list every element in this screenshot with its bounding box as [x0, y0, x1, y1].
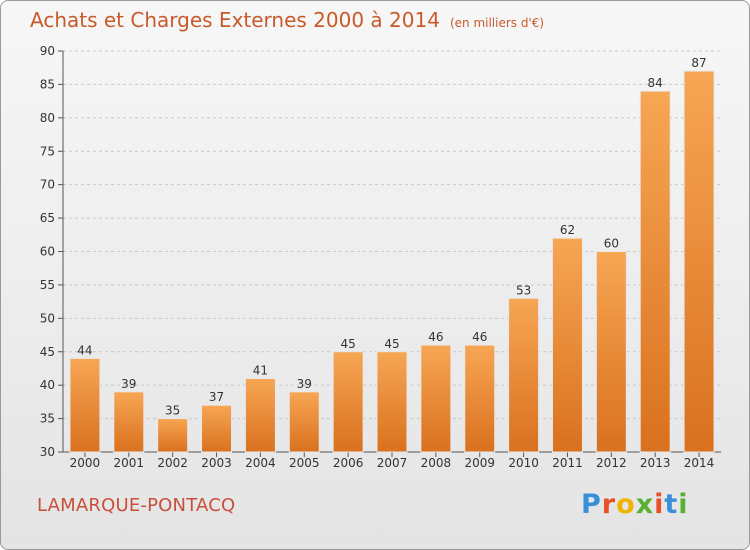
data-label-2009: 46: [472, 330, 487, 344]
logo-letter: t: [664, 489, 679, 520]
data-label-2003: 37: [209, 390, 224, 404]
y-tick-label: 75: [40, 144, 55, 158]
y-tick-label: 30: [40, 445, 55, 459]
bar-2010: [508, 297, 540, 453]
data-label-2005: 39: [297, 377, 312, 391]
y-tick-label: 65: [40, 211, 55, 225]
x-tick-label-2000: 2000: [70, 456, 101, 470]
bar-2004: [244, 377, 276, 453]
x-tick-label-2004: 2004: [245, 456, 276, 470]
x-tick-label-2003: 2003: [201, 456, 232, 470]
y-tick-label: 40: [40, 378, 55, 392]
chart-unit: (en milliers d'€): [449, 16, 545, 30]
x-tick-label-2010: 2010: [508, 456, 539, 470]
data-label-2002: 35: [165, 404, 180, 418]
bar-2011: [551, 237, 583, 453]
x-tick-label-2005: 2005: [289, 456, 320, 470]
bar-2000: [69, 357, 101, 453]
x-tick-label-2008: 2008: [421, 456, 452, 470]
bar-2006: [332, 351, 364, 453]
data-label-2000: 44: [77, 343, 92, 357]
bar-2014: [683, 70, 715, 453]
logo-letter: r: [601, 489, 617, 520]
x-tick-label-2001: 2001: [114, 456, 145, 470]
logo-letter: x: [635, 489, 655, 520]
bar-2009: [464, 344, 496, 453]
chart-title-text: Achats et Charges Externes 2000 à 2014: [30, 8, 440, 32]
y-tick-label: 85: [40, 77, 55, 91]
y-tick-label: 90: [40, 44, 55, 58]
bar-2002: [157, 418, 189, 453]
y-tick-label: 35: [40, 412, 55, 426]
data-label-2001: 39: [121, 377, 136, 391]
chart-title: Achats et Charges Externes 2000 à 2014 (e…: [30, 8, 544, 32]
y-tick-label: 80: [40, 111, 55, 125]
bars: 44 39 35 37 41 39 45 45 46 46 53 62 60 84 87: [69, 56, 715, 453]
bar-2013: [639, 90, 671, 453]
y-tick-label: 55: [40, 278, 55, 292]
data-label-2006: 45: [340, 337, 355, 351]
x-tick-label-2013: 2013: [640, 456, 671, 470]
logo-letter: i: [678, 489, 689, 520]
bar-2012: [595, 251, 627, 453]
logo-letter: o: [616, 489, 636, 520]
data-label-2010: 53: [516, 283, 531, 297]
bar-2003: [201, 404, 233, 453]
logo-letter: P: [581, 489, 602, 520]
x-tick-label-2012: 2012: [596, 456, 627, 470]
bar-2007: [376, 351, 408, 453]
commune-name: LAMARQUE-PONTACQ: [37, 495, 236, 516]
data-label-2007: 45: [384, 337, 399, 351]
logo-letter: i: [654, 489, 665, 520]
data-label-2012: 60: [604, 237, 619, 251]
data-label-2004: 41: [253, 363, 268, 377]
data-label-2013: 84: [648, 76, 663, 90]
y-tick-label: 70: [40, 178, 55, 192]
y-tick-label: 50: [40, 311, 55, 325]
bar-2008: [420, 344, 452, 453]
x-tick-label-2011: 2011: [552, 456, 583, 470]
proxiti-logo: Proxiti: [581, 489, 689, 520]
data-label-2011: 62: [560, 223, 575, 237]
y-tick-label: 45: [40, 345, 55, 359]
data-label-2014: 87: [691, 56, 706, 70]
x-tick-label-2007: 2007: [377, 456, 408, 470]
x-tick-label-2006: 2006: [333, 456, 364, 470]
bar-2001: [113, 391, 145, 453]
data-label-2008: 46: [428, 330, 443, 344]
x-tick-label-2009: 2009: [464, 456, 495, 470]
x-tick-label-2014: 2014: [684, 456, 715, 470]
x-tick-label-2002: 2002: [157, 456, 188, 470]
bar-2005: [288, 391, 320, 453]
y-tick-label: 60: [40, 245, 55, 259]
